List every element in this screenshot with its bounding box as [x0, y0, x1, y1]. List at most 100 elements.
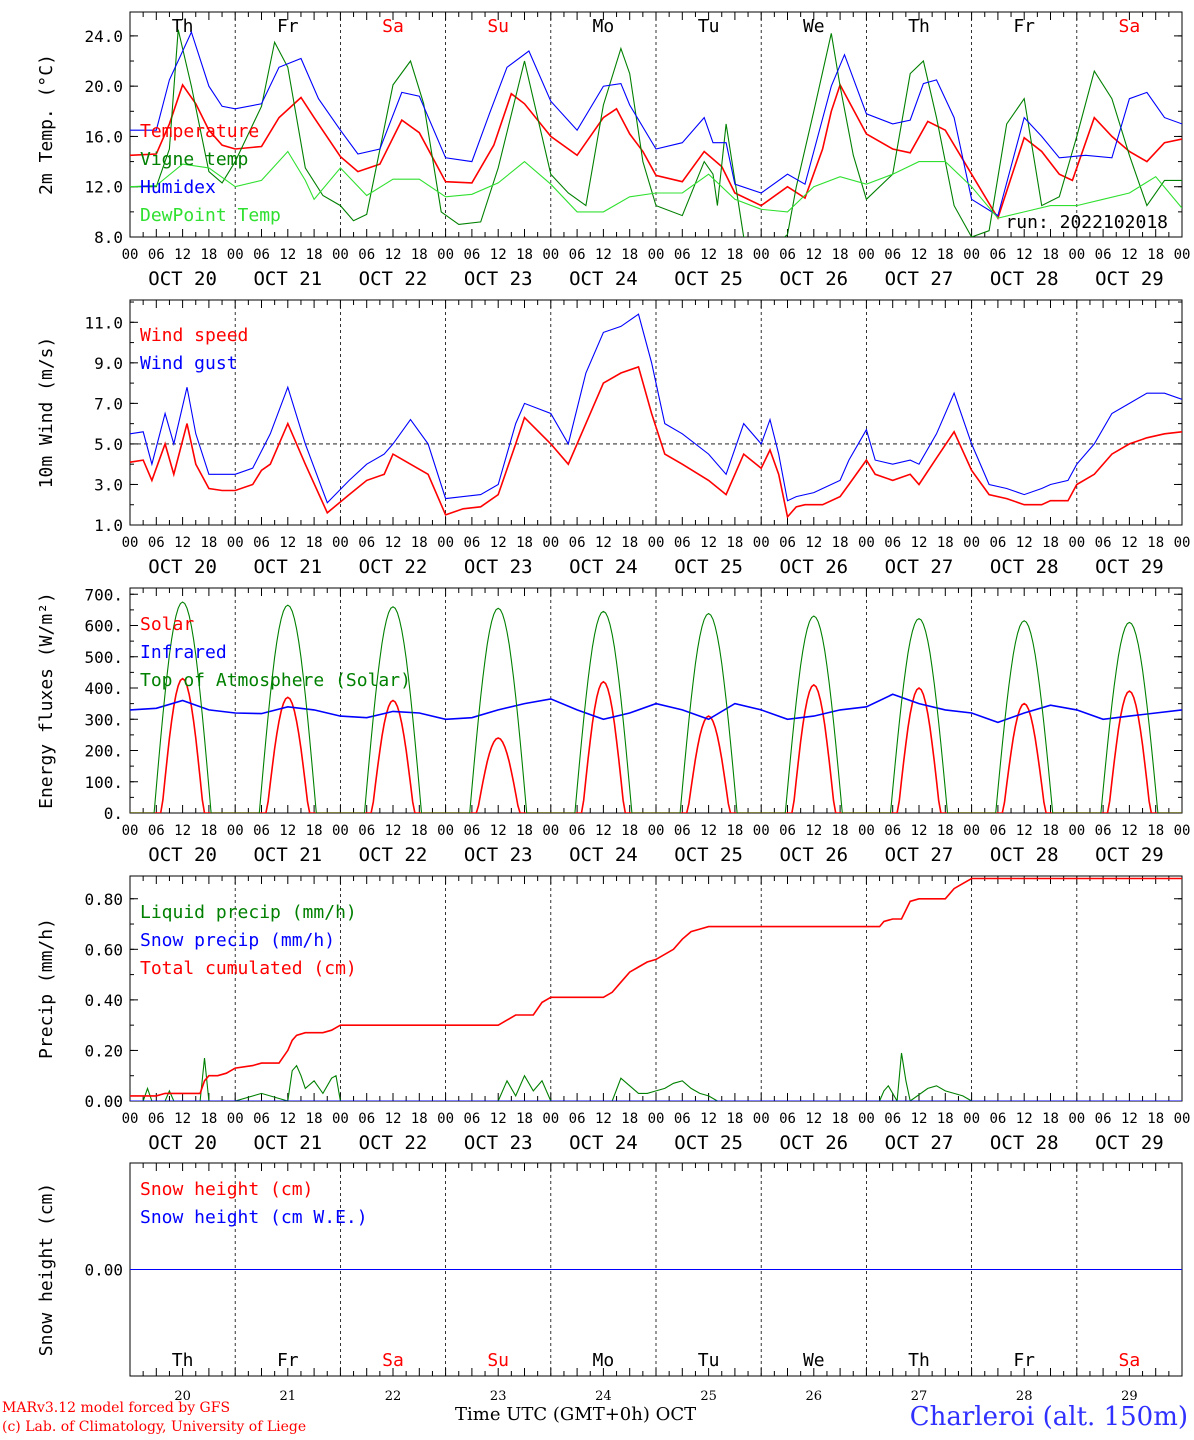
y-tick-label: 12.0: [84, 178, 123, 197]
x-hour-label: 06: [148, 247, 165, 263]
x-hour-label: 12: [174, 1111, 191, 1127]
x-day-number: 23: [490, 1389, 507, 1404]
x-date-label: OCT 29: [1095, 1132, 1164, 1154]
series-line-top-of-atmosphere-solar-: [130, 601, 1182, 813]
x-hour-label: 06: [1095, 535, 1112, 551]
x-hour-label: 00: [963, 1111, 980, 1127]
y-axis-label: Precip (mm/h): [36, 918, 57, 1059]
x-hour-label: 18: [200, 535, 217, 551]
x-date-label: OCT 26: [779, 268, 848, 290]
x-hour-label: 18: [832, 823, 849, 839]
x-hour-label: 00: [542, 1111, 559, 1127]
x-hour-label: 12: [911, 1111, 928, 1127]
x-hour-label: 12: [911, 247, 928, 263]
x-date-label: OCT 29: [1095, 844, 1164, 866]
x-hour-label: 18: [832, 247, 849, 263]
x-date-label: OCT 26: [779, 844, 848, 866]
x-hour-label: 06: [674, 247, 691, 263]
x-hour-label: 18: [621, 823, 638, 839]
x-hour-label: 12: [595, 1111, 612, 1127]
x-date-label: OCT 26: [779, 1132, 848, 1154]
x-hour-label: 12: [805, 823, 822, 839]
panel-frame-wind: [129, 299, 1183, 526]
x-date-label: OCT 21: [253, 556, 322, 578]
x-hour-label: 00: [122, 1111, 139, 1127]
y-tick-label: 0.40: [84, 991, 123, 1010]
legend-entry: Wind gust: [140, 353, 238, 374]
y-tick-label: 0.20: [84, 1041, 123, 1060]
x-hour-label: 12: [911, 535, 928, 551]
x-hour-label: 00: [753, 823, 770, 839]
legend-entry: Total cumulated (cm): [140, 958, 357, 979]
x-hour-label: 12: [1016, 535, 1033, 551]
x-hour-label: 06: [569, 1111, 586, 1127]
weekday-label: Mo: [593, 1350, 615, 1371]
y-axis-label: Snow height (cm): [36, 1183, 57, 1356]
x-hour-label: 00: [1174, 535, 1191, 551]
y-tick-label: 500.: [84, 648, 123, 667]
credit-line-1: MARv3.12 model forced by GFS: [2, 1400, 231, 1416]
x-hour-label: 12: [1016, 1111, 1033, 1127]
x-hour-label: 06: [148, 1111, 165, 1127]
y-tick-label: 0.80: [84, 890, 123, 909]
panel-frame-temperature: [129, 11, 1183, 238]
x-hour-label: 18: [411, 247, 428, 263]
x-hour-label: 00: [332, 823, 349, 839]
x-day-number: 20: [174, 1389, 191, 1404]
x-hour-label: 06: [569, 247, 586, 263]
x-hour-label: 12: [805, 247, 822, 263]
x-date-label: OCT 28: [990, 556, 1059, 578]
x-date-label: OCT 27: [885, 556, 954, 578]
series-line-infrared: [130, 693, 1182, 724]
y-tick-label: 0.: [104, 804, 123, 823]
x-hour-label: 18: [516, 823, 533, 839]
legend-entry: Wind speed: [140, 325, 248, 346]
x-date-label: OCT 22: [359, 268, 428, 290]
x-hour-label: 00: [227, 823, 244, 839]
weekday-label: We: [803, 16, 825, 37]
x-hour-label: 00: [542, 823, 559, 839]
credit-line-2: (c) Lab. of Climatology, University of L…: [2, 1419, 307, 1435]
x-date-label: OCT 21: [253, 1132, 322, 1154]
x-hour-label: 06: [148, 535, 165, 551]
x-day-number: 26: [806, 1389, 823, 1404]
x-date-label: OCT 23: [464, 844, 533, 866]
x-date-label: OCT 25: [674, 268, 743, 290]
x-hour-label: 12: [1121, 823, 1138, 839]
weekday-label: Mo: [593, 16, 615, 37]
x-date-label: OCT 25: [674, 844, 743, 866]
x-hour-label: 12: [1016, 823, 1033, 839]
x-hour-label: 12: [279, 1111, 296, 1127]
x-day-number: 21: [280, 1389, 297, 1404]
x-hour-label: 12: [385, 823, 402, 839]
x-hour-label: 00: [753, 1111, 770, 1127]
x-date-label: OCT 27: [885, 844, 954, 866]
x-hour-label: 12: [805, 1111, 822, 1127]
x-hour-label: 06: [569, 535, 586, 551]
series-line-total-cumulated-cm-: [130, 877, 1182, 1097]
y-tick-label: 0.00: [84, 1092, 123, 1111]
x-hour-label: 18: [726, 1111, 743, 1127]
x-hour-label: 12: [700, 1111, 717, 1127]
weekday-label: Sa: [1119, 16, 1141, 37]
x-hour-label: 12: [700, 247, 717, 263]
x-hour-label: 06: [989, 1111, 1006, 1127]
y-tick-label: 200.: [84, 742, 123, 761]
x-hour-label: 00: [1068, 535, 1085, 551]
x-hour-label: 00: [332, 535, 349, 551]
x-hour-label: 00: [963, 247, 980, 263]
x-hour-label: 18: [306, 1111, 323, 1127]
x-hour-label: 00: [542, 535, 559, 551]
x-date-label: OCT 28: [990, 268, 1059, 290]
weekday-label: Th: [172, 1350, 194, 1371]
y-tick-label: 11.0: [84, 313, 123, 332]
y-tick-label: 0.00: [84, 1261, 123, 1280]
weekday-label: Fr: [277, 16, 299, 37]
x-hour-label: 18: [516, 247, 533, 263]
legend-entry: Solar: [140, 614, 194, 635]
x-date-label: OCT 22: [359, 844, 428, 866]
x-hour-label: 06: [884, 247, 901, 263]
x-hour-label: 12: [595, 247, 612, 263]
x-hour-label: 12: [490, 535, 507, 551]
x-date-label: OCT 21: [253, 844, 322, 866]
